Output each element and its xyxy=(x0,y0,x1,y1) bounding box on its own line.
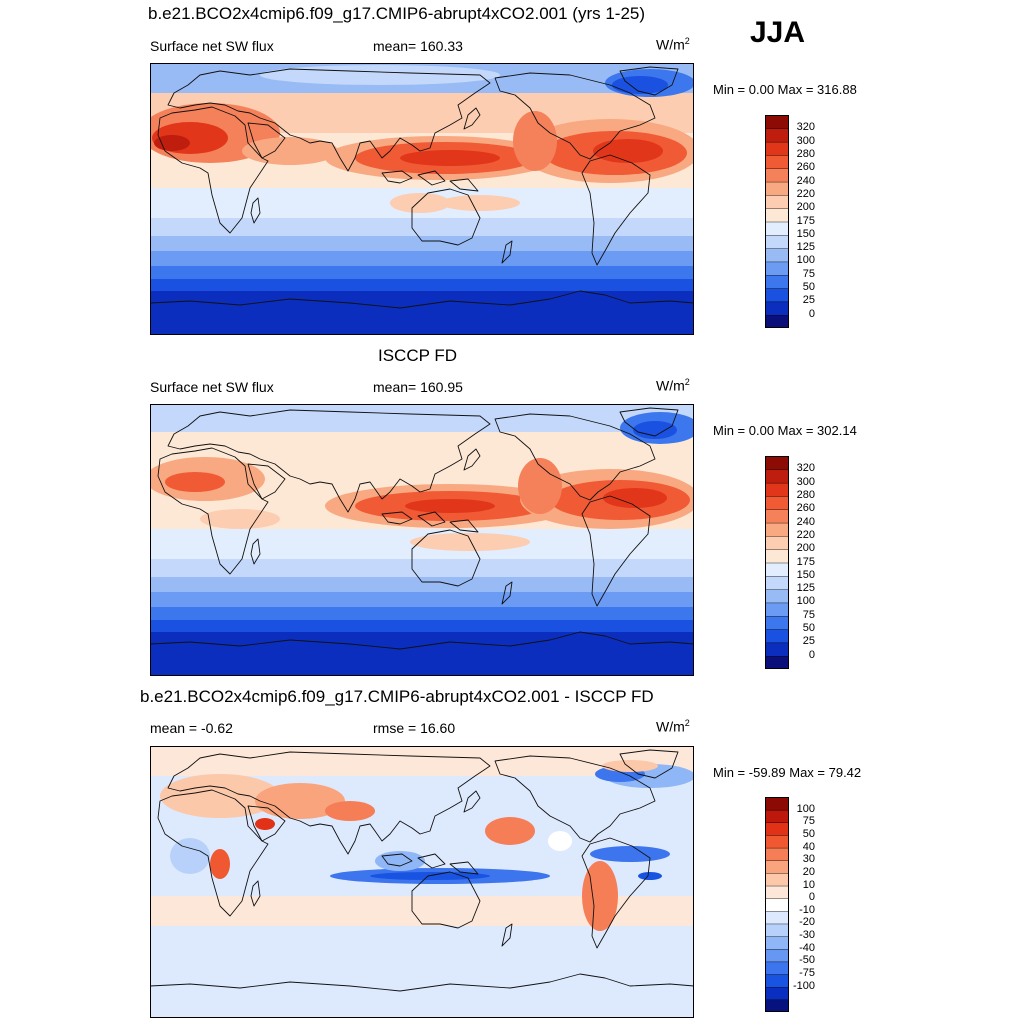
panel-3-mean: mean = -0.62 xyxy=(150,720,233,736)
colorbar-tick-label: 150 xyxy=(796,227,815,240)
colorbar-tick-label: -20 xyxy=(799,916,815,929)
panel-2-units: W/m2 xyxy=(656,377,690,394)
colorbar-tick-label: 200 xyxy=(796,201,815,214)
colorbar-tick-label: 300 xyxy=(796,475,815,488)
colorbar-tick-label: 175 xyxy=(796,214,815,227)
panel-1-map xyxy=(150,63,694,335)
colorbar-swatch xyxy=(765,999,789,1012)
panel-3-minmax: Min = -59.89 Max = 79.42 xyxy=(713,765,862,780)
colorbar-tick-label: 300 xyxy=(796,134,815,147)
colorbar-tick-label: -40 xyxy=(799,941,815,954)
colorbar-tick-label: 260 xyxy=(796,161,815,174)
colorbar-tick-label: 0 xyxy=(808,648,815,661)
colorbar-tick-label: 320 xyxy=(796,121,815,134)
colorbar-tick-label: 280 xyxy=(796,147,815,160)
colorbar-tick-label: 260 xyxy=(796,502,815,515)
colorbar-tick-label: 75 xyxy=(802,815,815,828)
panel-3-map xyxy=(150,746,694,1018)
panel-1-minmax: Min = 0.00 Max = 316.88 xyxy=(713,82,857,97)
colorbar-tick-label: 25 xyxy=(802,635,815,648)
panel-1-mean: mean= 160.33 xyxy=(373,38,463,54)
panel-1-left-label: Surface net SW flux xyxy=(150,38,274,54)
colorbar-tick-label: 40 xyxy=(802,840,815,853)
panel-2-mean: mean= 160.95 xyxy=(373,379,463,395)
colorbar-tick-label: 200 xyxy=(796,542,815,555)
colorbar-tick-label: 50 xyxy=(802,622,815,635)
colorbar-tick-label: -30 xyxy=(799,929,815,942)
colorbar-tick-label: -100 xyxy=(792,979,815,992)
panel-2-map xyxy=(150,404,694,676)
panel-3-title: b.e21.BCO2x4cmip6.f09_g17.CMIP6-abrupt4x… xyxy=(140,687,654,706)
panel-2-colorbar xyxy=(765,456,789,669)
colorbar-tick-label: 20 xyxy=(802,865,815,878)
colorbar-tick-label: -10 xyxy=(799,903,815,916)
panel-2-left-label: Surface net SW flux xyxy=(150,379,274,395)
colorbar-tick-label: 220 xyxy=(796,187,815,200)
panel-1-title: b.e21.BCO2x4cmip6.f09_g17.CMIP6-abrupt4x… xyxy=(148,4,646,23)
colorbar-tick-label: -50 xyxy=(799,954,815,967)
colorbar-tick-label: 320 xyxy=(796,462,815,475)
colorbar-tick-label: 100 xyxy=(796,254,815,267)
colorbar-swatch xyxy=(765,456,789,471)
colorbar-tick-label: 125 xyxy=(796,582,815,595)
colorbar-tick-label: 175 xyxy=(796,555,815,568)
colorbar-tick-label: 240 xyxy=(796,174,815,187)
colorbar-tick-label: 30 xyxy=(802,853,815,866)
colorbar-tick-label: 25 xyxy=(802,294,815,307)
panel-2-title: ISCCP FD xyxy=(378,346,458,365)
colorbar-tick-label: 0 xyxy=(808,307,815,320)
colorbar-tick-label: 75 xyxy=(802,267,815,280)
colorbar-tick-label: 240 xyxy=(796,515,815,528)
colorbar-tick-label: 220 xyxy=(796,528,815,541)
panel-1-colorbar xyxy=(765,115,789,328)
panel-3-units: W/m2 xyxy=(656,718,690,735)
panel-2-minmax: Min = 0.00 Max = 302.14 xyxy=(713,423,857,438)
colorbar-tick-label: 50 xyxy=(802,827,815,840)
colorbar-tick-label: 10 xyxy=(802,878,815,891)
colorbar-tick-label: 125 xyxy=(796,241,815,254)
colorbar-tick-label: 50 xyxy=(802,281,815,294)
colorbar-tick-label: 150 xyxy=(796,568,815,581)
colorbar-swatch xyxy=(765,797,789,811)
panel-1-units: W/m2 xyxy=(656,36,690,53)
colorbar-tick-label: 75 xyxy=(802,608,815,621)
panel-3-rmse: rmse = 16.60 xyxy=(373,720,456,736)
panel-3-colorbar xyxy=(765,797,789,1012)
colorbar-swatch xyxy=(765,115,789,130)
colorbar-tick-label: -75 xyxy=(799,967,815,980)
season-label: JJA xyxy=(750,16,806,49)
colorbar-tick-label: 0 xyxy=(808,891,815,904)
colorbar-tick-label: 280 xyxy=(796,488,815,501)
colorbar-tick-label: 100 xyxy=(796,595,815,608)
colorbar-tick-label: 100 xyxy=(796,802,815,815)
